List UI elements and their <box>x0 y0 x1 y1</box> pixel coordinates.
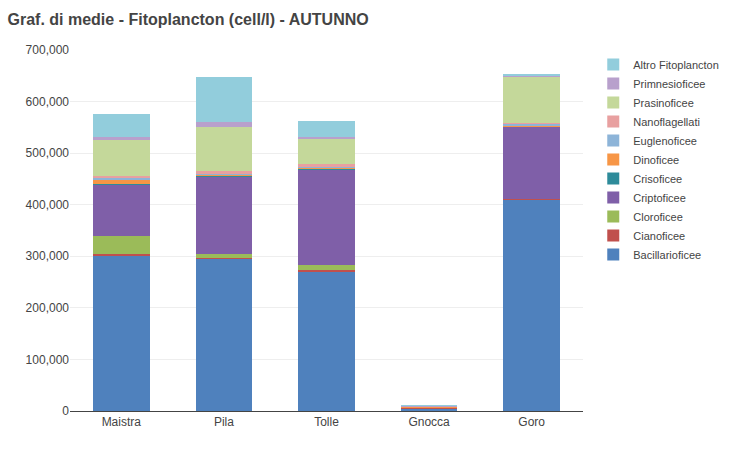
svg-text:400,000: 400,000 <box>26 198 70 212</box>
svg-text:Crisoficee: Crisoficee <box>633 173 682 185</box>
svg-text:600,000: 600,000 <box>26 95 70 109</box>
svg-text:500,000: 500,000 <box>26 146 70 160</box>
svg-text:Pila: Pila <box>214 415 234 429</box>
svg-text:Euglenoficee: Euglenoficee <box>633 135 697 147</box>
svg-text:Criptoficee: Criptoficee <box>633 192 686 204</box>
svg-text:Maistra: Maistra <box>102 415 142 429</box>
svg-text:Primnesioficee: Primnesioficee <box>633 78 705 90</box>
svg-text:700,000: 700,000 <box>26 43 70 57</box>
svg-text:Cianoficee: Cianoficee <box>633 230 685 242</box>
svg-text:300,000: 300,000 <box>26 249 70 263</box>
svg-text:0: 0 <box>62 404 69 418</box>
svg-text:Bacillarioficee: Bacillarioficee <box>633 249 701 261</box>
svg-text:Goro: Goro <box>518 415 545 429</box>
svg-text:Nanoflagellati: Nanoflagellati <box>633 116 700 128</box>
svg-text:Graf. di medie - Fitoplancton: Graf. di medie - Fitoplancton (cell/l) -… <box>8 11 369 28</box>
svg-text:200,000: 200,000 <box>26 301 70 315</box>
svg-text:Cloroficee: Cloroficee <box>633 211 683 223</box>
svg-text:Tolle: Tolle <box>314 415 339 429</box>
svg-text:Dinoficee: Dinoficee <box>633 154 679 166</box>
svg-text:Gnocca: Gnocca <box>408 415 450 429</box>
svg-text:Prasinoficee: Prasinoficee <box>633 97 694 109</box>
svg-text:100,000: 100,000 <box>26 353 70 367</box>
svg-text:Altro Fitoplancton: Altro Fitoplancton <box>633 59 719 71</box>
